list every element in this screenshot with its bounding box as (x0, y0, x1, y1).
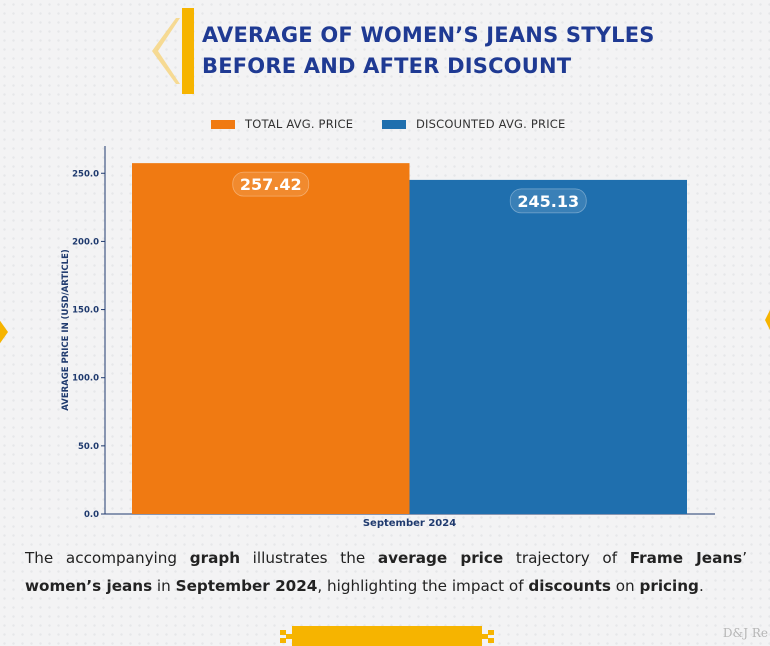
legend-swatch-total (211, 120, 235, 129)
y-tick-label: 50.0 (78, 442, 99, 452)
chart-description: The accompanying graph illustrates the a… (25, 544, 747, 600)
data-label-total: 257.42 (240, 175, 302, 194)
desc-bold-graph: graph (189, 549, 241, 567)
desc-text-5: in (152, 577, 176, 595)
desc-text-2: illustrates the (240, 549, 378, 567)
bottom-banner-decoration (280, 626, 494, 646)
desc-bold-pricing: pricing (639, 577, 699, 595)
y-axis-title: AVERAGE PRICE IN (USD/ARTICLE) (61, 249, 71, 411)
title-chevron-decoration (152, 8, 194, 94)
desc-text-3: trajectory of (503, 549, 630, 567)
desc-bold-frame-jeans: Frame Jeans (629, 549, 743, 567)
bar-discounted (409, 179, 687, 514)
y-tick-label: 0.0 (84, 510, 99, 520)
legend-item-discounted: DISCOUNTED AVG. PRICE (382, 117, 565, 131)
bar-chart: 0.0 50.0 100.0 150.0 200.0 250.0 AVERAGE PRICE… (61, 146, 715, 529)
y-tick-label: 250.0 (72, 169, 99, 179)
x-tick-label: September 2024 (363, 518, 456, 529)
desc-text-6: , highlighting the impact of (317, 577, 529, 595)
y-tick-label: 150.0 (72, 306, 99, 316)
legend-label-discounted: DISCOUNTED AVG. PRICE (416, 117, 566, 131)
desc-bold-average-price: average price (377, 549, 504, 567)
desc-text-4: ’ (742, 549, 748, 567)
desc-text-1: The accompanying (25, 549, 190, 567)
legend-swatch-discounted (382, 120, 406, 129)
chart-legend: TOTAL AVG. PRICE DISCOUNTED AVG. PRICE (0, 117, 770, 133)
data-label-badge (232, 171, 310, 197)
desc-bold-september: September 2024 (175, 577, 318, 595)
y-tick-label: 200.0 (72, 237, 99, 247)
legend-label-total: TOTAL AVG. PRICE (245, 117, 354, 131)
chart-title-line-1: AVERAGE OF WOMEN’S JEANS STYLES (202, 23, 655, 47)
y-tick-label: 100.0 (72, 374, 99, 384)
desc-bold-discounts: discounts (528, 577, 611, 595)
watermark-text: D&J Re (722, 626, 768, 640)
bar-total (132, 163, 410, 515)
right-arrow-decoration (765, 306, 770, 334)
chart-title: AVERAGE OF WOMEN’S JEANS STYLES BEFORE A… (202, 20, 655, 82)
chart-title-line-2: BEFORE AND AFTER DISCOUNT (202, 54, 572, 78)
data-label-discounted: 245.13 (517, 192, 579, 211)
legend-item-total: TOTAL AVG. PRICE (211, 117, 353, 131)
desc-text-8: . (698, 577, 704, 595)
desc-bold-womens-jeans: women’s jeans (25, 577, 153, 595)
left-arrow-decoration (0, 318, 8, 346)
data-label-badge (509, 188, 587, 214)
desc-text-7: on (610, 577, 640, 595)
